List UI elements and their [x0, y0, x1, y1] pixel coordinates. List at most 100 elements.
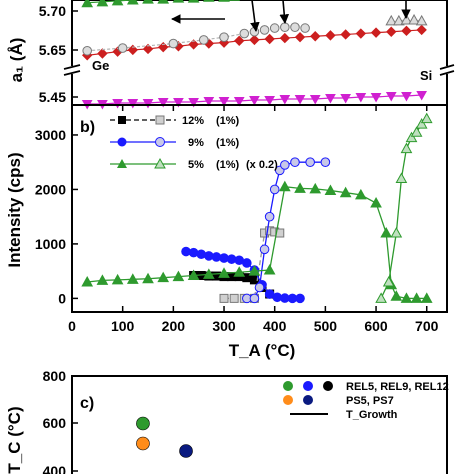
legend-note-12: (1%) — [216, 115, 240, 127]
a-yticks-marks — [72, 10, 78, 98]
c-point-2 — [179, 444, 193, 458]
a-point-4-16 — [325, 94, 336, 104]
a-point-1-21 — [401, 25, 412, 37]
a-point-1-20 — [386, 26, 397, 37]
c-point-0 — [136, 416, 150, 431]
a-point-2-6 — [249, 26, 260, 37]
a-point-0-8 — [202, 0, 215, 2]
a-point-4-6 — [173, 98, 184, 108]
a-point-4-14 — [294, 95, 306, 105]
b-point-4-14 — [294, 182, 306, 193]
legend-extra-5: (x 0.2) — [246, 159, 278, 171]
b-point-3-1 — [249, 293, 260, 304]
a-point-1-16 — [325, 30, 336, 41]
c-ytick-marks — [72, 375, 78, 472]
a-arrows — [171, 0, 411, 32]
b-point-4-25 — [420, 292, 433, 303]
a-point-1-10 — [234, 35, 245, 47]
a-point-0-1 — [96, 0, 109, 7]
a-point-1-11 — [249, 34, 260, 46]
a-point-0-5 — [157, 0, 170, 4]
b-ytick-3: 3000 — [35, 127, 66, 143]
b-xtick-1: 100 — [111, 318, 135, 334]
panel-c-letter: c) — [80, 395, 94, 412]
b-point-4-11 — [248, 265, 261, 276]
a-ytick-3: 5.45 — [39, 89, 66, 105]
a-point-3-4 — [415, 14, 428, 26]
b-point-3-2 — [254, 282, 265, 293]
a-point-4-20 — [385, 92, 397, 102]
a-point-2-10 — [290, 22, 300, 33]
a-point-3-1 — [393, 14, 405, 26]
b-point-4-23 — [400, 292, 413, 303]
b-ytick-2: 2000 — [35, 181, 66, 197]
b-point-5-8 — [420, 112, 433, 124]
b-xtick-5: 500 — [314, 318, 338, 334]
panel-c: c) 800 600 400 T_C (°C) REL5, REL9, REL1… — [5, 368, 449, 474]
b-point-5-1 — [382, 276, 395, 287]
a-point-4-13 — [279, 95, 291, 105]
b-point-4-7 — [187, 269, 200, 281]
label-ge: Ge — [92, 58, 109, 73]
b-ytick-1: 1000 — [35, 236, 66, 252]
a-point-4-11 — [249, 96, 260, 106]
b-point-4-9 — [218, 267, 230, 278]
b-point-4-20 — [380, 226, 393, 238]
a-point-0-9 — [218, 0, 230, 2]
b-point-5-2 — [390, 226, 403, 238]
a-point-4-12 — [264, 96, 275, 106]
legend-row-9: 9% (1%) — [110, 137, 240, 149]
b-point-4-13 — [278, 180, 291, 192]
b-point-5-7 — [415, 118, 428, 129]
b-ytick-0: 0 — [58, 290, 66, 306]
b-point-3-8 — [290, 157, 300, 167]
a-point-0-0 — [81, 0, 94, 8]
legend-c: REL5, REL9, REL12 PS5, PS7 T_Growth — [283, 381, 449, 421]
b-point-4-10 — [233, 266, 246, 277]
b-point-5-6 — [410, 126, 423, 137]
axis-break — [63, 64, 455, 76]
legend-c-tgrowth: T_Growth — [346, 409, 398, 421]
a-point-1-3 — [127, 44, 139, 56]
a-point-2-5 — [239, 28, 250, 39]
a-point-4-18 — [355, 93, 367, 103]
a-point-0-3 — [126, 0, 139, 5]
a-point-1-17 — [340, 29, 351, 40]
b-point-1-1 — [229, 293, 239, 303]
b-ylabel: Intensity (cps) — [5, 152, 24, 267]
b-point-3-7 — [280, 160, 290, 170]
a-point-1-13 — [279, 32, 291, 44]
a-point-1-15 — [310, 31, 321, 42]
a-point-1-1 — [97, 48, 108, 59]
panel-c-frame — [71, 375, 448, 474]
legend-note-9: (1%) — [216, 137, 240, 149]
a-point-4-15 — [309, 95, 321, 105]
a-point-2-8 — [269, 23, 280, 33]
b-point-3-10 — [320, 157, 331, 167]
b-xtick-6: 600 — [364, 318, 388, 334]
b-point-4-2 — [111, 273, 124, 285]
b-point-5-0 — [375, 292, 387, 303]
b-point-4-5 — [157, 271, 170, 283]
a-point-3-0 — [385, 14, 398, 26]
a-point-2-7 — [259, 25, 270, 35]
c-ytick-1: 800 — [43, 368, 67, 384]
b-series-line-5 — [380, 118, 428, 299]
panel-c-points — [136, 416, 193, 458]
label-si: Si — [420, 68, 432, 83]
a-point-0-6 — [172, 0, 185, 3]
b-point-4-3 — [126, 273, 139, 284]
a-point-2-0 — [82, 45, 93, 56]
b-point-4-17 — [339, 186, 352, 198]
b-point-5-3 — [395, 172, 408, 184]
b-point-4-18 — [355, 188, 367, 200]
b-xlabel: T_A (°C) — [229, 341, 296, 360]
b-point-0-8 — [249, 275, 259, 285]
b-point-1-0 — [219, 293, 229, 303]
panel-a: 5.70 5.65 5.45 a₁ (Å) Ge Si — [7, 0, 455, 110]
a-point-1-9 — [218, 37, 230, 48]
a-point-4-3 — [127, 99, 139, 109]
b-point-4-0 — [81, 276, 94, 287]
a-point-1-14 — [294, 31, 306, 43]
